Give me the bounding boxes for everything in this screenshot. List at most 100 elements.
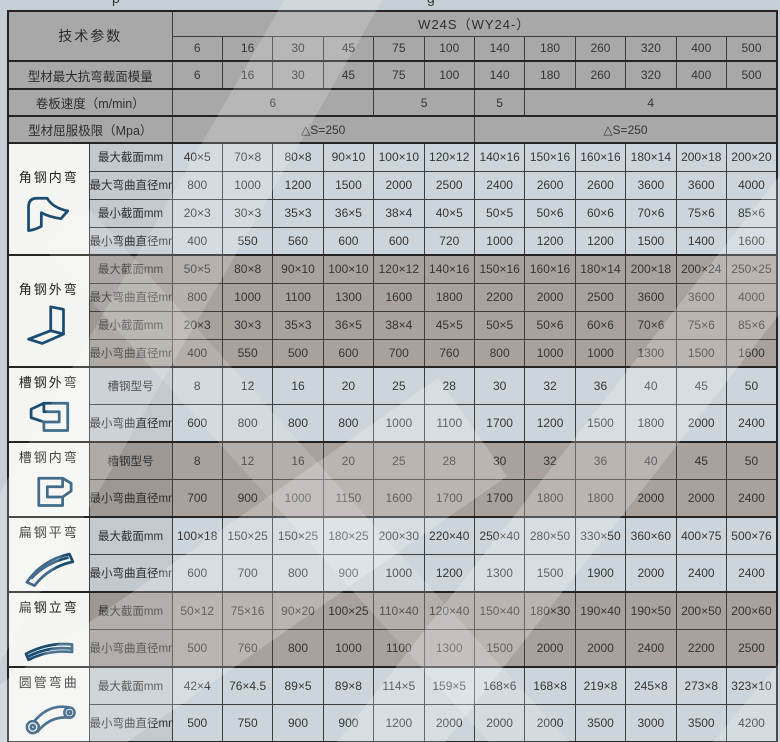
value-cell: 40×5: [171, 142, 223, 172]
param-row-label: 型材最大抗弯截面模量: [7, 60, 173, 90]
value-cell: 800: [272, 404, 324, 443]
value-cell: 1000: [373, 554, 425, 593]
value-cell: 2000: [373, 170, 425, 200]
section-name: 扁钢立弯: [18, 600, 79, 615]
value-cell: 600: [171, 554, 223, 593]
value-cell: 2500: [725, 629, 778, 668]
value-cell: 700: [221, 554, 274, 593]
value-cell: 35×3: [272, 310, 324, 340]
value-cell: 70×6: [625, 310, 677, 340]
value-cell: 1000: [473, 226, 526, 256]
value-cell: 75×6: [675, 198, 727, 228]
value-cell: 30: [473, 366, 526, 405]
section-row-label: 槽钢型号: [88, 366, 173, 405]
value-cell: 40: [625, 366, 677, 405]
value-cell: 50×5: [473, 310, 526, 340]
value-cell: 250×40: [473, 516, 526, 555]
value-cell: 1200: [423, 554, 475, 593]
value-cell: 180×14: [574, 254, 627, 284]
value-cell: 85×6: [725, 198, 778, 228]
value-cell: 80×8: [272, 142, 324, 172]
flat-steel-vertical-bend-icon: [24, 642, 74, 662]
value-cell: 60×6: [574, 198, 627, 228]
column-header-cell: 16: [221, 35, 274, 62]
section-row-label: 最大截面mm: [88, 516, 173, 555]
value-cell: 180×30: [524, 591, 576, 630]
section-row-label: 最小弯曲直径mm: [88, 338, 173, 368]
value-cell: 1000: [221, 170, 274, 200]
param-value-cell: 260: [574, 60, 627, 90]
section-label-cell: 角钢外弯: [7, 254, 90, 368]
value-cell: 800: [171, 282, 223, 312]
value-cell: 75×16: [221, 591, 274, 630]
param-row-label: 卷板速度（m/min）: [7, 88, 173, 117]
value-cell: 219×8: [574, 666, 627, 705]
value-cell: 159×5: [423, 666, 475, 705]
value-cell: 76×4.5: [221, 666, 274, 705]
section-label-cell: 角钢内弯: [7, 142, 90, 256]
section-row-label: 最小弯曲直径mm: [88, 404, 173, 443]
section-name: 槽钢内弯: [18, 450, 79, 465]
value-cell: 25: [373, 366, 425, 405]
value-cell: 80×8: [221, 254, 274, 284]
value-cell: 50×5: [171, 254, 223, 284]
value-cell: 280×50: [524, 516, 576, 555]
section-row: 最小截面mm 20×3 30×3 35×3 36×5 38×4 40×5 50×5 50×6 60…: [8, 198, 778, 228]
section-row-label: 最大截面mm: [88, 591, 173, 630]
value-cell: 45×5: [423, 310, 475, 340]
value-cell: 700: [373, 338, 425, 368]
value-cell: 1500: [322, 170, 375, 200]
value-cell: 1100: [373, 629, 425, 668]
value-cell: 180×25: [322, 516, 375, 555]
value-cell: 2500: [423, 170, 475, 200]
value-cell: 150×25: [272, 516, 324, 555]
value-cell: 900: [322, 704, 375, 742]
value-cell: 200×60: [725, 591, 778, 630]
value-cell: 1600: [373, 282, 425, 312]
tech-params-header: 技术参数: [7, 10, 173, 62]
column-header-cell: 500: [725, 35, 778, 62]
param-value-cell: 30: [272, 60, 324, 90]
value-cell: 2000: [625, 554, 677, 593]
param-value-cell: 180: [524, 60, 576, 90]
value-cell: 100×10: [322, 254, 375, 284]
value-cell: 2000: [574, 629, 627, 668]
value-cell: 120×40: [423, 591, 475, 630]
value-cell: 1700: [473, 404, 526, 443]
value-cell: 200×18: [625, 254, 677, 284]
section-row: 最小截面mm 20×3 30×3 35×3 36×5 38×4 45×5 50×5 50×6 60…: [8, 310, 778, 340]
value-cell: 500: [272, 338, 324, 368]
value-cell: 360×60: [625, 516, 677, 555]
column-header-cell: 45: [322, 35, 375, 62]
value-cell: 40×5: [423, 198, 475, 228]
channel-steel-inner-bend-icon: [37, 476, 73, 507]
value-cell: 550: [221, 338, 274, 368]
value-cell: 1300: [423, 629, 475, 668]
value-cell: 3500: [574, 704, 627, 742]
param-value-cell: 100: [423, 60, 475, 90]
value-cell: 2400: [675, 554, 727, 593]
value-cell: 2000: [524, 704, 576, 742]
value-cell: 100×10: [373, 142, 425, 172]
value-cell: 3600: [625, 282, 677, 312]
value-cell: 36: [574, 366, 627, 405]
column-header-cell: 260: [574, 35, 627, 62]
value-cell: 40: [625, 441, 677, 480]
value-cell: 245×8: [625, 666, 677, 705]
value-cell: 1200: [574, 226, 627, 256]
value-cell: 30×3: [221, 198, 274, 228]
section-row: 最小弯曲直径mm 400 550 560 600 600 720 1000 1200 1200 15…: [8, 226, 778, 256]
value-cell: 1500: [524, 554, 576, 593]
value-cell: 2400: [473, 170, 526, 200]
value-cell: 1600: [373, 479, 425, 518]
section-row-label: 最小弯曲直径mm: [88, 554, 173, 593]
column-header-cell: 400: [675, 35, 727, 62]
value-cell: 150×16: [524, 142, 576, 172]
section-name: 角钢内弯: [18, 169, 79, 185]
angle-steel-outer-bend-icon: [26, 304, 65, 345]
column-header-cell: 140: [473, 35, 526, 62]
param-value-cell: △S=250: [473, 115, 778, 144]
column-header-cell: 180: [524, 35, 576, 62]
section-row: 圆管弯曲 最大截面mm 42×4 76×4.5 89×5 89×8 114×5 159×5 16…: [7, 666, 778, 742]
